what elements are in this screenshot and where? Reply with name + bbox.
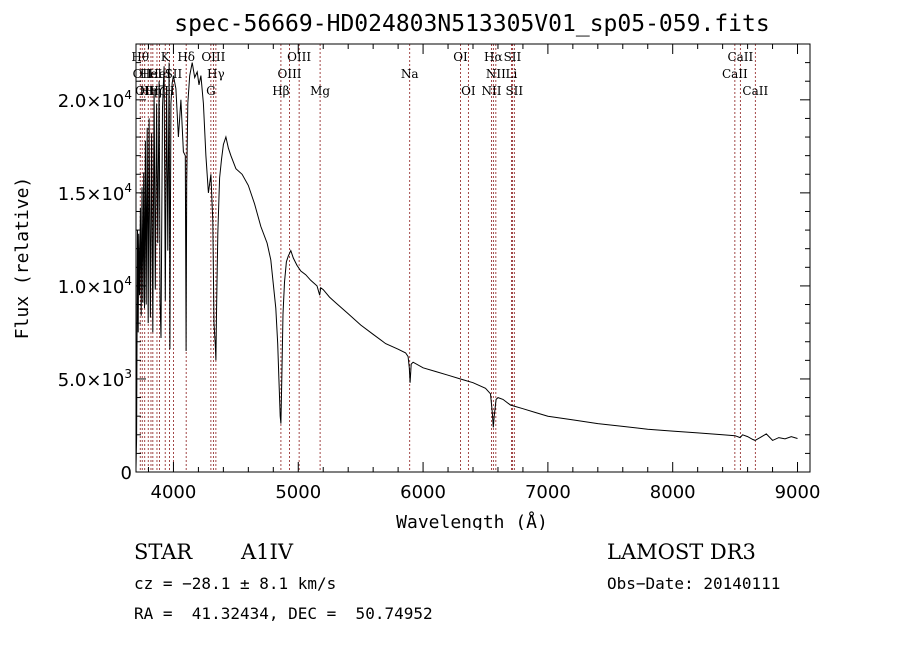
line-label-hβ: Hβ <box>272 84 289 98</box>
line-label-sii: SII <box>505 84 523 98</box>
line-markers <box>139 44 756 472</box>
y-axis-ticks: 0 5.0×103 1.0×104 1.5×104 2.0×104 <box>58 43 810 484</box>
line-label-oii: OII <box>133 67 153 81</box>
line-label-g: G <box>206 84 216 98</box>
x-axis-label: Wavelength (Å) <box>396 511 548 530</box>
x-tick-label: 6000 <box>400 482 446 503</box>
line-label-nii: NII <box>486 67 506 81</box>
x-tick-label: 8000 <box>650 482 696 503</box>
line-label-hθ: Hθ <box>131 50 149 64</box>
x-axis-ticks: 4000 5000 6000 7000 8000 9000 <box>147 44 821 503</box>
line-label-hα: Hα <box>484 50 503 64</box>
line-label-caii: CaII <box>722 67 748 81</box>
y-tick-label: 5.0×103 <box>58 367 132 391</box>
x-tick-label: 7000 <box>525 482 571 503</box>
object-type: STAR <box>134 540 193 564</box>
line-label-oiii: OIII <box>287 50 311 64</box>
line-label-k: K <box>161 50 171 64</box>
y-tick-label: 1.5×104 <box>58 181 132 205</box>
spectrum-chart: spec-56669-HD024803N513305V01_sp05-059.f… <box>12 11 821 530</box>
spectral-subclass: A1IV <box>241 540 293 564</box>
line-label-hγ: Hγ <box>207 67 225 81</box>
observation-date: Obs−Date: 20140111 <box>607 574 781 593</box>
chart-title: spec-56669-HD024803N513305V01_sp05-059.f… <box>174 11 769 37</box>
x-tick-label: 4000 <box>151 482 197 503</box>
line-label-oiii: OIII <box>201 50 225 64</box>
line-label-mg: Mg <box>310 84 330 98</box>
line-label-hδ: Hδ <box>177 50 195 64</box>
x-tick-label: 5000 <box>275 482 321 503</box>
line-label-sii: SII <box>504 50 522 64</box>
line-label-hei: HeI <box>148 67 171 81</box>
coordinates: RA = 41.32434, DEC = 50.74952 <box>134 604 433 623</box>
y-tick-label: 1.0×104 <box>58 274 132 298</box>
redshift-velocity: cz = −28.1 ± 8.1 km/s <box>134 574 337 593</box>
x-tick-label: 9000 <box>775 482 821 503</box>
line-label-caii: CaII <box>727 50 753 64</box>
line-label-hei: HeI <box>140 67 163 81</box>
plot-frame <box>135 43 811 473</box>
line-label-li: Li <box>506 67 518 81</box>
line-label-caii: CaII <box>742 84 768 98</box>
line-label-nii: NII <box>481 84 501 98</box>
y-axis-label: Flux (relative) <box>12 177 33 340</box>
spectrum-line <box>135 62 798 469</box>
line-label-na: Na <box>401 67 419 81</box>
line-label-hη: Hη <box>144 84 162 98</box>
survey-name: LAMOST DR3 <box>607 540 756 564</box>
line-label-oiii: OIII <box>277 67 301 81</box>
line-label-oi: OI <box>453 50 468 64</box>
line-labels: HθOIIOIIHηHeIHηHζHeIKHSIIHδGOIIIHγHβOIII… <box>131 50 768 98</box>
y-tick-label: 2.0×104 <box>58 88 132 112</box>
line-label-oi: OI <box>461 84 476 98</box>
spectrum-series <box>135 62 798 469</box>
line-label-oii: OII <box>135 84 155 98</box>
line-label-hζ: Hζ <box>148 84 165 98</box>
y-tick-label: 0 <box>121 463 132 484</box>
line-label-hη: Hη <box>139 84 157 98</box>
